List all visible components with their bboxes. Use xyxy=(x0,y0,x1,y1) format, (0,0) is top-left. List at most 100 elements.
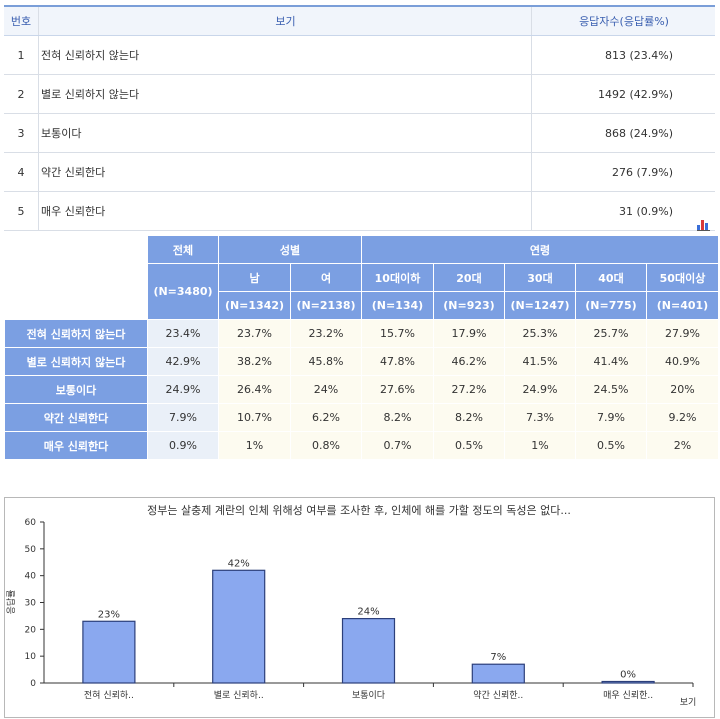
cross-value-cell: 25.3% xyxy=(505,320,575,347)
bar xyxy=(471,663,525,684)
row-count: 276 (7.9%) xyxy=(531,152,715,192)
x-tick-label: 보통이다 xyxy=(352,690,386,701)
cross-value-cell: 9.2% xyxy=(647,404,718,431)
row-label: 전혀 신뢰하지 않는다 xyxy=(38,35,532,75)
y-tick-label: 20 xyxy=(25,625,37,635)
data-label: 42% xyxy=(228,558,250,569)
table-row: 1 전혀 신뢰하지 않는다 813 (23.4%) xyxy=(4,35,715,75)
col-label: 여 xyxy=(291,264,361,291)
cross-value-cell: 1% xyxy=(219,432,290,459)
x-tick-label: 전혀 신뢰하.. xyxy=(84,690,134,701)
total-n: (N=3480) xyxy=(148,264,218,319)
data-label: 0% xyxy=(620,670,636,681)
cross-value-cell: 25.7% xyxy=(576,320,646,347)
cross-row-label: 전혀 신뢰하지 않는다 xyxy=(5,320,147,347)
col-n: (N=401) xyxy=(647,292,718,319)
data-label: 7% xyxy=(490,652,506,663)
cross-value-cell: 41.5% xyxy=(505,348,575,375)
table-row: 3 보통이다 868 (24.9%) xyxy=(4,113,715,153)
y-tick-label: 10 xyxy=(25,652,37,662)
bar-chart-icon[interactable] xyxy=(697,219,711,231)
cross-value-cell: 27.6% xyxy=(362,376,433,403)
row-count: 813 (23.4%) xyxy=(531,35,715,75)
bar-chart-svg: 정부는 살충제 계란의 인체 위해성 여부를 조사한 후, 인체에 해를 가할 … xyxy=(5,503,697,708)
x-tick-label: 별로 신뢰하.. xyxy=(214,690,264,701)
age-header: 연령 xyxy=(362,236,718,263)
bar xyxy=(341,617,396,684)
cross-value-cell: 23.7% xyxy=(219,320,290,347)
cross-value-cell: 27.9% xyxy=(647,320,718,347)
cross-row-label: 별로 신뢰하지 않는다 xyxy=(5,348,147,375)
cross-value-cell: 7.9% xyxy=(576,404,646,431)
row-no: 3 xyxy=(4,113,39,153)
y-tick-label: 50 xyxy=(25,545,37,555)
col-label: 10대이하 xyxy=(362,264,433,291)
data-label: 23% xyxy=(98,609,120,620)
bar xyxy=(82,620,136,684)
row-no: 5 xyxy=(4,191,39,231)
cross-tab-body: 전혀 신뢰하지 않는다 23.4% 23.7% 23.2% 15.7% 17.9% 25.3… xyxy=(5,320,718,459)
cross-value-cell: 23.2% xyxy=(291,320,361,347)
cross-value-cell: 46.2% xyxy=(434,348,504,375)
cross-value-cell: 47.8% xyxy=(362,348,433,375)
corner-blank xyxy=(5,236,147,319)
row-no: 1 xyxy=(4,35,39,75)
cross-value-cell: 24.5% xyxy=(576,376,646,403)
cross-value-cell: 17.9% xyxy=(434,320,504,347)
chart-axes: 0 10 20 30 40 50 60 전혀 신뢰하.. 별로 신뢰하.. 보통이다 약간 신뢰한.… xyxy=(25,518,694,701)
header-view: 보기 xyxy=(38,5,532,36)
cross-value-cell: 41.4% xyxy=(576,348,646,375)
table-row: 4 약간 신뢰한다 276 (7.9%) xyxy=(4,152,715,192)
table-row: 2 별로 신뢰하지 않는다 1492 (42.9%) xyxy=(4,74,715,114)
x-tick-label: 약간 신뢰한.. xyxy=(473,689,523,701)
col-n: (N=1247) xyxy=(505,292,575,319)
cross-tab-table: 전체 성별 연령 (N=3480) 남 여 10대이하 20대 30대 40대 … xyxy=(4,235,719,460)
cross-value-cell: 27.2% xyxy=(434,376,504,403)
row-no: 2 xyxy=(4,74,39,114)
table-row: 5 매우 신뢰한다 31 (0.9%) xyxy=(4,191,715,231)
row-count: 1492 (42.9%) xyxy=(531,74,715,114)
cross-value-cell: 6.2% xyxy=(291,404,361,431)
cross-tab-row: 매우 신뢰한다 0.9% 1% 0.8% 0.7% 0.5% 1% 0.5% 2% xyxy=(5,432,718,459)
y-axis-label: 응답률 xyxy=(5,590,17,615)
row-count: 868 (24.9%) xyxy=(531,113,715,153)
cross-value-cell: 38.2% xyxy=(219,348,290,375)
cross-value-cell: 24.9% xyxy=(505,376,575,403)
cross-value-cell: 2% xyxy=(647,432,718,459)
col-label: 20대 xyxy=(434,264,504,291)
row-count: 31 (0.9%) xyxy=(531,191,715,231)
cross-value-cell: 0.7% xyxy=(362,432,433,459)
col-label: 40대 xyxy=(576,264,646,291)
y-tick-label: 30 xyxy=(25,599,37,609)
cross-tab-row: 별로 신뢰하지 않는다 42.9% 38.2% 45.8% 47.8% 46.2% 41.5… xyxy=(5,348,718,375)
row-no: 4 xyxy=(4,152,39,192)
cross-tab-row: 전혀 신뢰하지 않는다 23.4% 23.7% 23.2% 15.7% 17.9% 25.3… xyxy=(5,320,718,347)
cross-value-cell: 45.8% xyxy=(291,348,361,375)
row-label: 약간 신뢰한다 xyxy=(38,152,532,192)
col-n: (N=2138) xyxy=(291,292,361,319)
cross-value-cell: 15.7% xyxy=(362,320,433,347)
cross-value-cell: 8.2% xyxy=(434,404,504,431)
y-tick-label: 0 xyxy=(30,679,36,689)
cross-row-label: 보통이다 xyxy=(5,376,147,403)
row-label: 보통이다 xyxy=(38,113,532,153)
cross-value-cell: 10.7% xyxy=(219,404,290,431)
cross-value-cell: 20% xyxy=(647,376,718,403)
row-label: 매우 신뢰한다 xyxy=(38,191,532,231)
col-n: (N=134) xyxy=(362,292,433,319)
col-label: 30대 xyxy=(505,264,575,291)
cross-tab-row: 보통이다 24.9% 26.4% 24% 27.6% 27.2% 24.9% 24.5% 20% xyxy=(5,376,718,403)
x-axis-label: 보기 xyxy=(680,697,697,708)
cross-value-cell: 0.5% xyxy=(576,432,646,459)
bar-chart: 정부는 살충제 계란의 인체 위해성 여부를 조사한 후, 인체에 해를 가할 … xyxy=(4,497,715,718)
row-label: 별로 신뢰하지 않는다 xyxy=(38,74,532,114)
cross-value-cell: 1% xyxy=(505,432,575,459)
answer-table: 번호 보기 응답자수(응답률%) 1 전혀 신뢰하지 않는다 813 (23.4… xyxy=(4,5,715,231)
chart-bars: 23% 42% 24% 7% 0% xyxy=(82,558,655,684)
cross-value-cell: 26.4% xyxy=(219,376,290,403)
cross-row-label: 약간 신뢰한다 xyxy=(5,404,147,431)
y-tick-label: 40 xyxy=(25,572,37,582)
cross-value-cell: 0.8% xyxy=(291,432,361,459)
bar xyxy=(601,680,655,684)
gender-header: 성별 xyxy=(219,236,361,263)
